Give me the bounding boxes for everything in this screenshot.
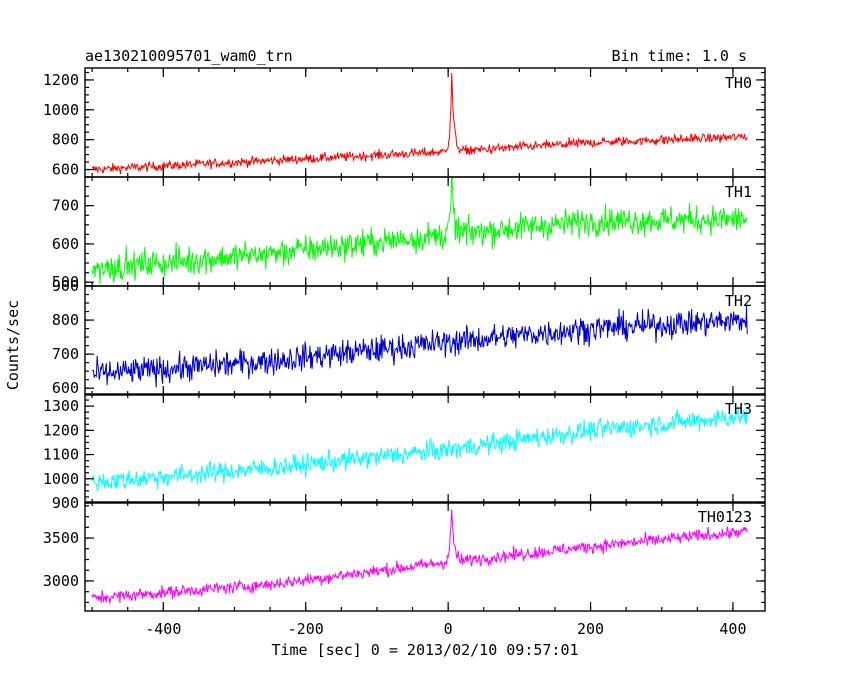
series-line-th0 [91,73,748,175]
panel-th2: 600 700 800 900 TH2 [52,277,766,397]
y-tick-label: 1200 [43,71,79,89]
panel-th0123: 3000 3500 TH0123 [43,501,766,612]
y-tick-label: 1000 [43,101,79,119]
y-tick-label: 1200 [43,421,79,439]
x-axis: -400 -200 0 200 400 [145,620,746,638]
panel-frame [84,176,766,287]
x-tick-label: -400 [145,620,181,638]
y-axis-label: Counts/sec [4,300,22,390]
y-tick-label: 900 [52,277,79,295]
panel-frame [84,501,766,612]
y-tick-label: 1100 [43,446,79,464]
series-line-th3 [91,407,748,492]
x-tick-label: -200 [288,620,324,638]
y-tick-label: 500 [52,273,79,291]
series-line-th0123 [91,509,748,604]
panel-frame [84,285,766,396]
y-tick-label: 800 [52,131,79,149]
series-label-th2: TH2 [725,292,752,310]
y-tick-label: 600 [52,379,79,397]
bin-time-label: Bin time: 1.0 s [612,47,747,65]
panel-th3: 900 1000 1100 1200 1300 TH3 [43,393,766,512]
series-line-th1 [91,177,748,285]
y-tick-label: 800 [52,311,79,329]
panel-frame [84,393,766,504]
series-label-th0: TH0 [725,74,752,92]
x-tick-label: 200 [577,620,604,638]
x-tick-label: 400 [719,620,746,638]
y-tick-label: 1300 [43,397,79,415]
y-tick-label: 900 [52,494,79,512]
series-label-th3: TH3 [725,400,752,418]
x-axis-label: Time [sec] 0 = 2013/02/10 09:57:01 [271,641,578,659]
panel-th0: 600 800 1000 1200 TH0 [43,67,766,179]
y-tick-label: 3000 [43,572,79,590]
chart-title: ae130210095701_wam0_trn [85,47,293,65]
y-tick-label: 1000 [43,470,79,488]
y-tick-label: 700 [52,345,79,363]
series-label-th1: TH1 [725,183,752,201]
y-tick-label: 600 [52,235,79,253]
panels-group: 600 800 1000 1200 TH0 500 600 700 TH1 600 700 800 90… [43,67,766,612]
panel-th1: 500 600 700 TH1 [52,176,766,291]
y-tick-label: 3500 [43,529,79,547]
series-label-th0123: TH0123 [698,508,752,526]
x-tick-label: 0 [444,620,453,638]
y-tick-label: 700 [52,197,79,215]
series-line-th2 [91,305,748,388]
y-tick-label: 600 [52,161,79,179]
